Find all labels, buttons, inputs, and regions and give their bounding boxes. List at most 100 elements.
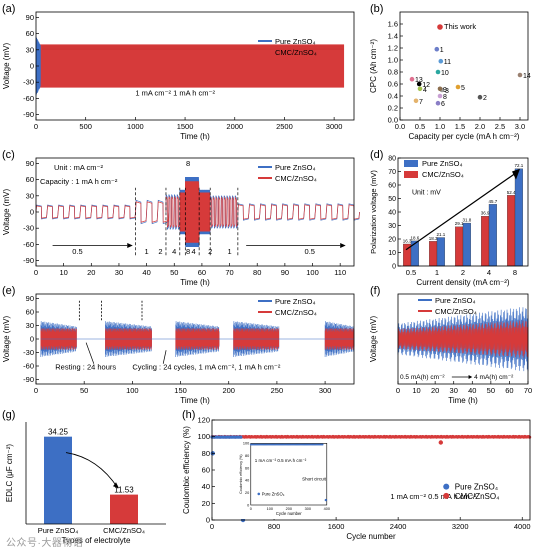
y-tick-label-a: 0 (30, 62, 34, 71)
scatter-label-9: 12 (422, 82, 430, 89)
legend-entry-c: Pure ZnSO₄ (275, 163, 316, 172)
scatter-label-8: 8 (443, 94, 447, 101)
plot-area-d (403, 168, 523, 267)
scatter-label-1: 1 (440, 47, 444, 54)
segment-top-label: 8 (186, 159, 190, 168)
scatter-label-7: 4 (423, 87, 427, 94)
panel-label-a: (a) (2, 3, 15, 15)
y-tick-label-d: 10 (388, 250, 396, 257)
decrease-arrow-head (113, 482, 119, 489)
bar-cmc-3 (488, 204, 497, 267)
x-tick-label-c: 10 (59, 268, 67, 277)
series-line-cmc (35, 181, 360, 243)
x-axis-label-d: Current density (mA cm⁻²) (416, 278, 509, 287)
x-tick-label-b: 2.5 (495, 122, 505, 131)
legend-swatch-d (404, 171, 418, 178)
x-tick-label-a: 0 (34, 122, 38, 131)
segment-label-8: 0.5 (305, 247, 315, 256)
annotation-end: 4 mA(h) cm⁻² (474, 374, 514, 381)
cycle-pointer (162, 350, 167, 364)
x-tick-label-a: 500 (79, 122, 92, 131)
scatter-point-12 (435, 100, 441, 106)
x-tick-label-b: 1.5 (455, 122, 465, 131)
x-tick-label-c: 90 (281, 268, 289, 277)
panel-label-h: (h) (182, 409, 195, 421)
scatter-point-4 (455, 84, 461, 90)
scatter-label-4: 5 (461, 85, 465, 92)
y-tick-label-d: 60 (388, 183, 396, 190)
inset-frame (250, 443, 328, 506)
cycling-block-cmc-0 (40, 328, 77, 350)
chart-d: (d) 16.318.6 0.5 18.321.1 1 29.131.8 2 36.9 45.7… (369, 149, 529, 287)
bar-value-1: 11.53 (114, 486, 134, 495)
arrow-left-head (127, 242, 133, 248)
x-tick-label-c: 80 (253, 268, 261, 277)
series-band-cmc (39, 44, 345, 88)
bar-value-label: 31.8 (463, 218, 472, 223)
y-tick-label-h: 120 (197, 416, 210, 425)
bar-value-label: 18.3 (429, 236, 438, 241)
scatter-point-0 (437, 24, 443, 30)
inset-legend: Pure ZnSO₄ (262, 491, 285, 496)
x-tick-label-c: 30 (115, 268, 123, 277)
y-tick-label-d: 30 (388, 223, 396, 230)
inset-x-tick: 100 (267, 507, 273, 511)
legend-entry-e: CMC/ZnSO₄ (275, 308, 317, 317)
inset-y-tick: 0 (247, 503, 249, 507)
y-axis-label-f: Voltage (mV) (369, 316, 378, 363)
x-tick-label-f: 0 (396, 386, 400, 395)
y-tick-label-c: 90 (26, 159, 34, 168)
y-tick-label-h: 60 (202, 466, 210, 475)
chart-h: (h)0 800 1600 2400 3200 4000020406080100120Cy… (182, 409, 532, 541)
x-tick-label-h: 4000 (514, 522, 531, 531)
bar-cmc-1 (436, 237, 445, 267)
y-tick-label-e: 30 (26, 321, 34, 330)
y-tick-label-b: 1.4 (388, 32, 398, 41)
segment-label-2: 2 (158, 247, 162, 256)
x-tick-label-c: 20 (87, 268, 95, 277)
scatter-label-2: 11 (444, 59, 451, 66)
x-tick-label-c: 60 (198, 268, 206, 277)
y-tick-label-e: -60 (23, 362, 34, 371)
inset-x-tick: 400 (324, 507, 330, 511)
x-tick-label-a: 1000 (127, 122, 144, 131)
inset-annotation: 1 mA cm⁻² 0.5 mA h cm⁻² (255, 458, 307, 463)
scatter-point-6 (437, 86, 443, 92)
y-axis-label-c: Voltage (mV) (2, 189, 11, 236)
inset-x-tick: 0 (250, 507, 252, 511)
plot-area-b (409, 24, 523, 106)
chart-f: (f) 0 10 20 30 40 50 60 70 Time (h) Voltage (mV) 0.… (369, 285, 532, 405)
x-tick-label-h: 3200 (452, 522, 469, 531)
bar-pure-4 (507, 195, 516, 267)
y-axis-label-b: CPC (Ah cm⁻²) (369, 39, 378, 93)
rest-pointer (85, 342, 95, 364)
current-arrow-head (468, 375, 473, 379)
x-tick-label-h: 2400 (390, 522, 407, 531)
scatter-label-6: 9 (443, 87, 447, 94)
x-tick-label-a: 3000 (326, 122, 343, 131)
segment-label-0: 0.5 (72, 247, 82, 256)
x-tick-label-d: 8 (513, 268, 517, 277)
bar-pure-2 (455, 226, 464, 267)
y-tick-label-a: -30 (23, 78, 34, 87)
x-tick-label-e: 100 (126, 386, 139, 395)
y-tick-label-b: 1.6 (388, 20, 398, 29)
segment-label-6: 2 (208, 247, 212, 256)
plot-area-g (44, 436, 138, 524)
x-tick-label-f: 70 (524, 386, 532, 395)
scatter-label-14: 14 (523, 73, 531, 80)
x-tick-label-h: 800 (268, 522, 281, 531)
scatter-point-2 (438, 58, 444, 64)
panel-label-e: (e) (2, 285, 15, 297)
inset-x-tick: 300 (305, 507, 311, 511)
inset-outlier (324, 498, 328, 502)
y-tick-label-h: 0 (206, 516, 210, 525)
y-tick-label-h: 40 (202, 482, 210, 491)
chart-b: (b) 0.0 0.5 1.0 1.5 2.0 2.5 3.0 0.0 0.2 0.4 0.6 0.8 1… (369, 3, 531, 141)
scatter-point-3 (435, 69, 441, 75)
plot-area-h (210, 434, 532, 523)
cycling-block-cmc-2 (175, 328, 220, 350)
y-tick-label-e: 90 (26, 294, 34, 303)
x-axis-label-h: Cycle number (346, 532, 396, 541)
